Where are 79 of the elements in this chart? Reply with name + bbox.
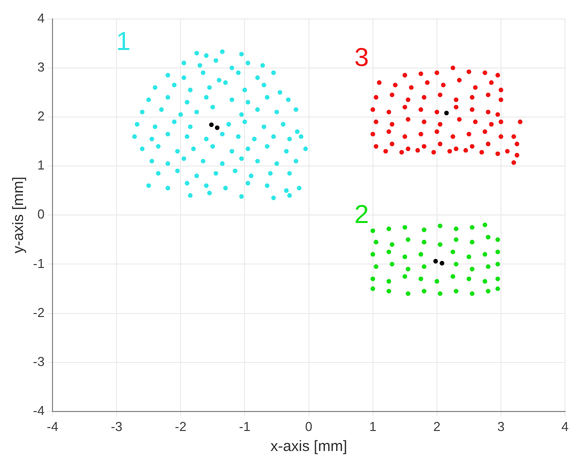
point xyxy=(495,276,500,282)
y-axis-title: y-axis [mm] xyxy=(10,176,28,254)
point xyxy=(209,122,214,128)
point xyxy=(386,279,392,284)
point xyxy=(482,222,488,228)
point xyxy=(422,240,426,244)
series-label: 3 xyxy=(354,42,369,72)
point xyxy=(450,274,456,279)
point xyxy=(486,264,490,269)
point xyxy=(495,286,500,292)
point xyxy=(466,276,472,282)
y-tick-label: -1 xyxy=(32,256,45,271)
point xyxy=(438,224,442,228)
point xyxy=(390,242,394,247)
series-label: 2 xyxy=(354,199,369,230)
x-tick-label: -4 xyxy=(46,418,58,434)
y-tick-label: -2 xyxy=(32,304,45,320)
y-tick-label: 1 xyxy=(37,158,45,173)
point xyxy=(440,260,444,266)
point xyxy=(470,240,474,244)
point xyxy=(495,237,500,242)
point xyxy=(370,286,376,292)
point xyxy=(482,252,488,257)
x-axis-title: x-axis [mm] xyxy=(270,438,348,456)
y-tick-label: 4 xyxy=(37,10,45,26)
point xyxy=(470,291,474,296)
y-tick-label: 2 xyxy=(37,108,45,124)
point xyxy=(402,225,408,230)
point xyxy=(390,262,394,266)
x-tick-label: 3 xyxy=(497,418,505,434)
point xyxy=(406,266,410,272)
point xyxy=(438,291,442,296)
point xyxy=(386,250,392,254)
x-tick-label: 1 xyxy=(369,418,376,434)
y-tick-label: 3 xyxy=(37,59,45,74)
point xyxy=(214,125,220,130)
point xyxy=(418,276,424,282)
point xyxy=(454,262,458,266)
point xyxy=(370,276,376,282)
point xyxy=(422,264,426,269)
point xyxy=(406,291,410,296)
point xyxy=(386,226,392,232)
x-tick-label: 0 xyxy=(305,418,312,434)
point xyxy=(402,254,408,260)
point xyxy=(438,242,442,247)
point xyxy=(374,264,378,269)
point xyxy=(370,228,376,234)
y-tick-label: 0 xyxy=(37,206,45,222)
point xyxy=(486,234,490,240)
point xyxy=(418,252,424,257)
point xyxy=(450,250,456,254)
point xyxy=(482,279,488,284)
point xyxy=(466,254,472,260)
point xyxy=(433,258,438,264)
series-label: 1 xyxy=(116,26,131,56)
point xyxy=(495,262,500,266)
point xyxy=(374,240,378,244)
point xyxy=(422,288,426,294)
x-tick-label: 4 xyxy=(561,418,569,434)
point xyxy=(454,226,458,232)
point xyxy=(386,288,392,294)
point xyxy=(454,288,458,294)
point xyxy=(486,288,490,294)
point xyxy=(470,266,474,272)
x-tick-label: -2 xyxy=(174,418,186,434)
point xyxy=(422,228,426,232)
y-tick-label: -4 xyxy=(32,402,45,418)
point xyxy=(402,274,408,279)
point xyxy=(454,237,458,242)
x-tick-label: -1 xyxy=(238,418,251,434)
point xyxy=(470,225,474,230)
point xyxy=(370,252,376,257)
point xyxy=(434,279,440,284)
point xyxy=(444,110,449,116)
x-tick-label: -3 xyxy=(110,418,122,434)
y-tick-label: -3 xyxy=(32,354,45,369)
x-tick-label: 2 xyxy=(433,418,441,434)
point xyxy=(495,250,500,254)
point xyxy=(406,237,410,242)
